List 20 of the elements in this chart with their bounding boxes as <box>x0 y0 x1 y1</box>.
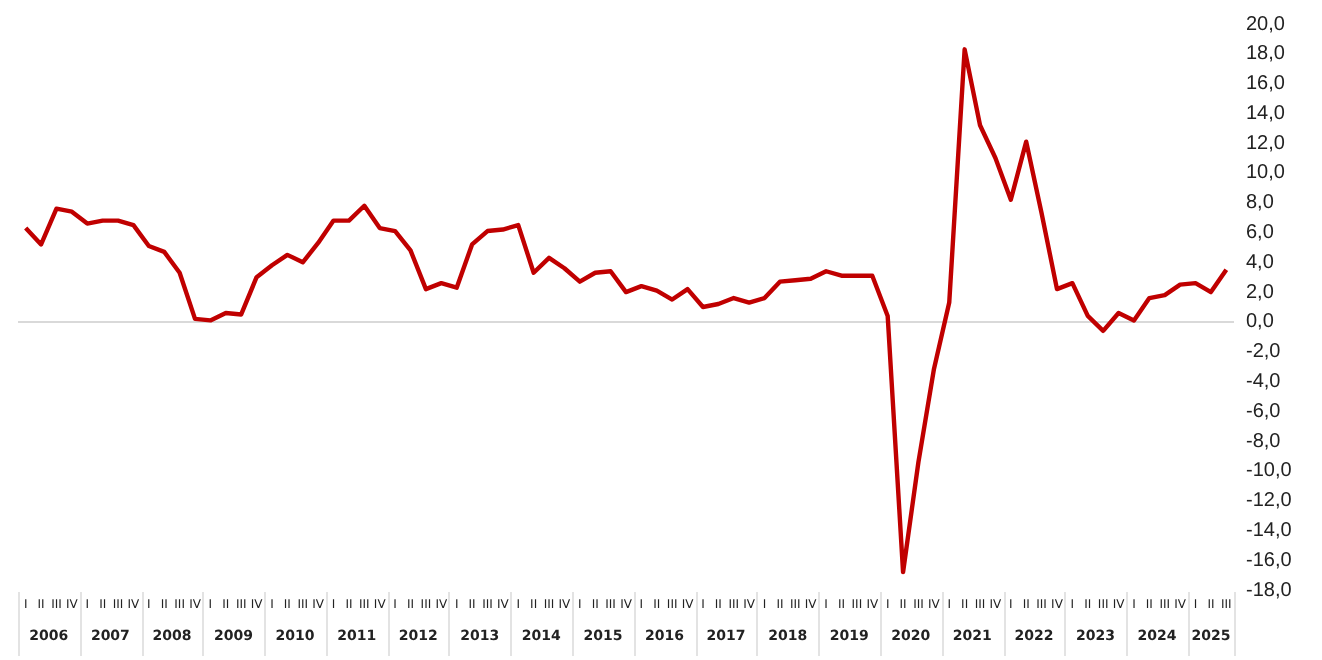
y-tick-label: -12,0 <box>1246 490 1293 513</box>
y-tick-label: 6,0 <box>1246 222 1275 245</box>
y-tick-label: -8,0 <box>1246 430 1282 453</box>
y-tick-label: -10,0 <box>1246 460 1293 483</box>
y-tick-label: -4,0 <box>1246 370 1282 393</box>
y-tick-label: -6,0 <box>1246 400 1282 423</box>
y-tick-label: 20,0 <box>1246 13 1286 36</box>
y-tick-label: -16,0 <box>1246 549 1293 572</box>
y-tick-label: 18,0 <box>1246 43 1286 66</box>
y-tick-label: -14,0 <box>1246 519 1293 542</box>
y-tick-label: 12,0 <box>1246 132 1286 155</box>
y-tick-label: 10,0 <box>1246 162 1286 185</box>
y-tick-label: 2,0 <box>1246 281 1275 304</box>
y-tick-label: 0,0 <box>1246 311 1275 334</box>
y-tick-label: 4,0 <box>1246 251 1275 274</box>
y-tick-label: 8,0 <box>1246 192 1275 215</box>
y-tick-label: 16,0 <box>1246 73 1286 96</box>
y-tick-label: -2,0 <box>1246 341 1282 364</box>
y-tick-label: 14,0 <box>1246 102 1286 125</box>
y-tick-label: -18,0 <box>1246 579 1293 602</box>
